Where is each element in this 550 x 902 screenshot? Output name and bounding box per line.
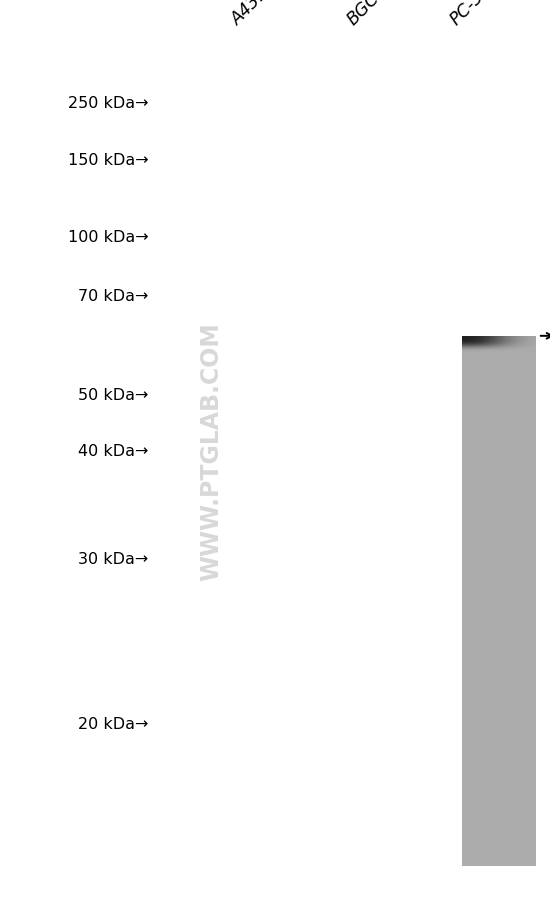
Text: 30 kDa→: 30 kDa→ bbox=[78, 552, 148, 566]
Text: 50 kDa→: 50 kDa→ bbox=[78, 388, 148, 402]
Text: BGC-823: BGC-823 bbox=[344, 0, 411, 29]
Text: PC-3: PC-3 bbox=[447, 0, 488, 29]
Text: 100 kDa→: 100 kDa→ bbox=[68, 230, 148, 244]
Text: 70 kDa→: 70 kDa→ bbox=[78, 289, 148, 303]
Text: 40 kDa→: 40 kDa→ bbox=[78, 444, 148, 458]
Text: 150 kDa→: 150 kDa→ bbox=[68, 153, 148, 168]
Text: WWW.PTGLAB.COM: WWW.PTGLAB.COM bbox=[199, 322, 223, 580]
Text: 250 kDa→: 250 kDa→ bbox=[68, 97, 148, 111]
Text: 20 kDa→: 20 kDa→ bbox=[78, 716, 148, 731]
Text: A431: A431 bbox=[228, 0, 272, 29]
